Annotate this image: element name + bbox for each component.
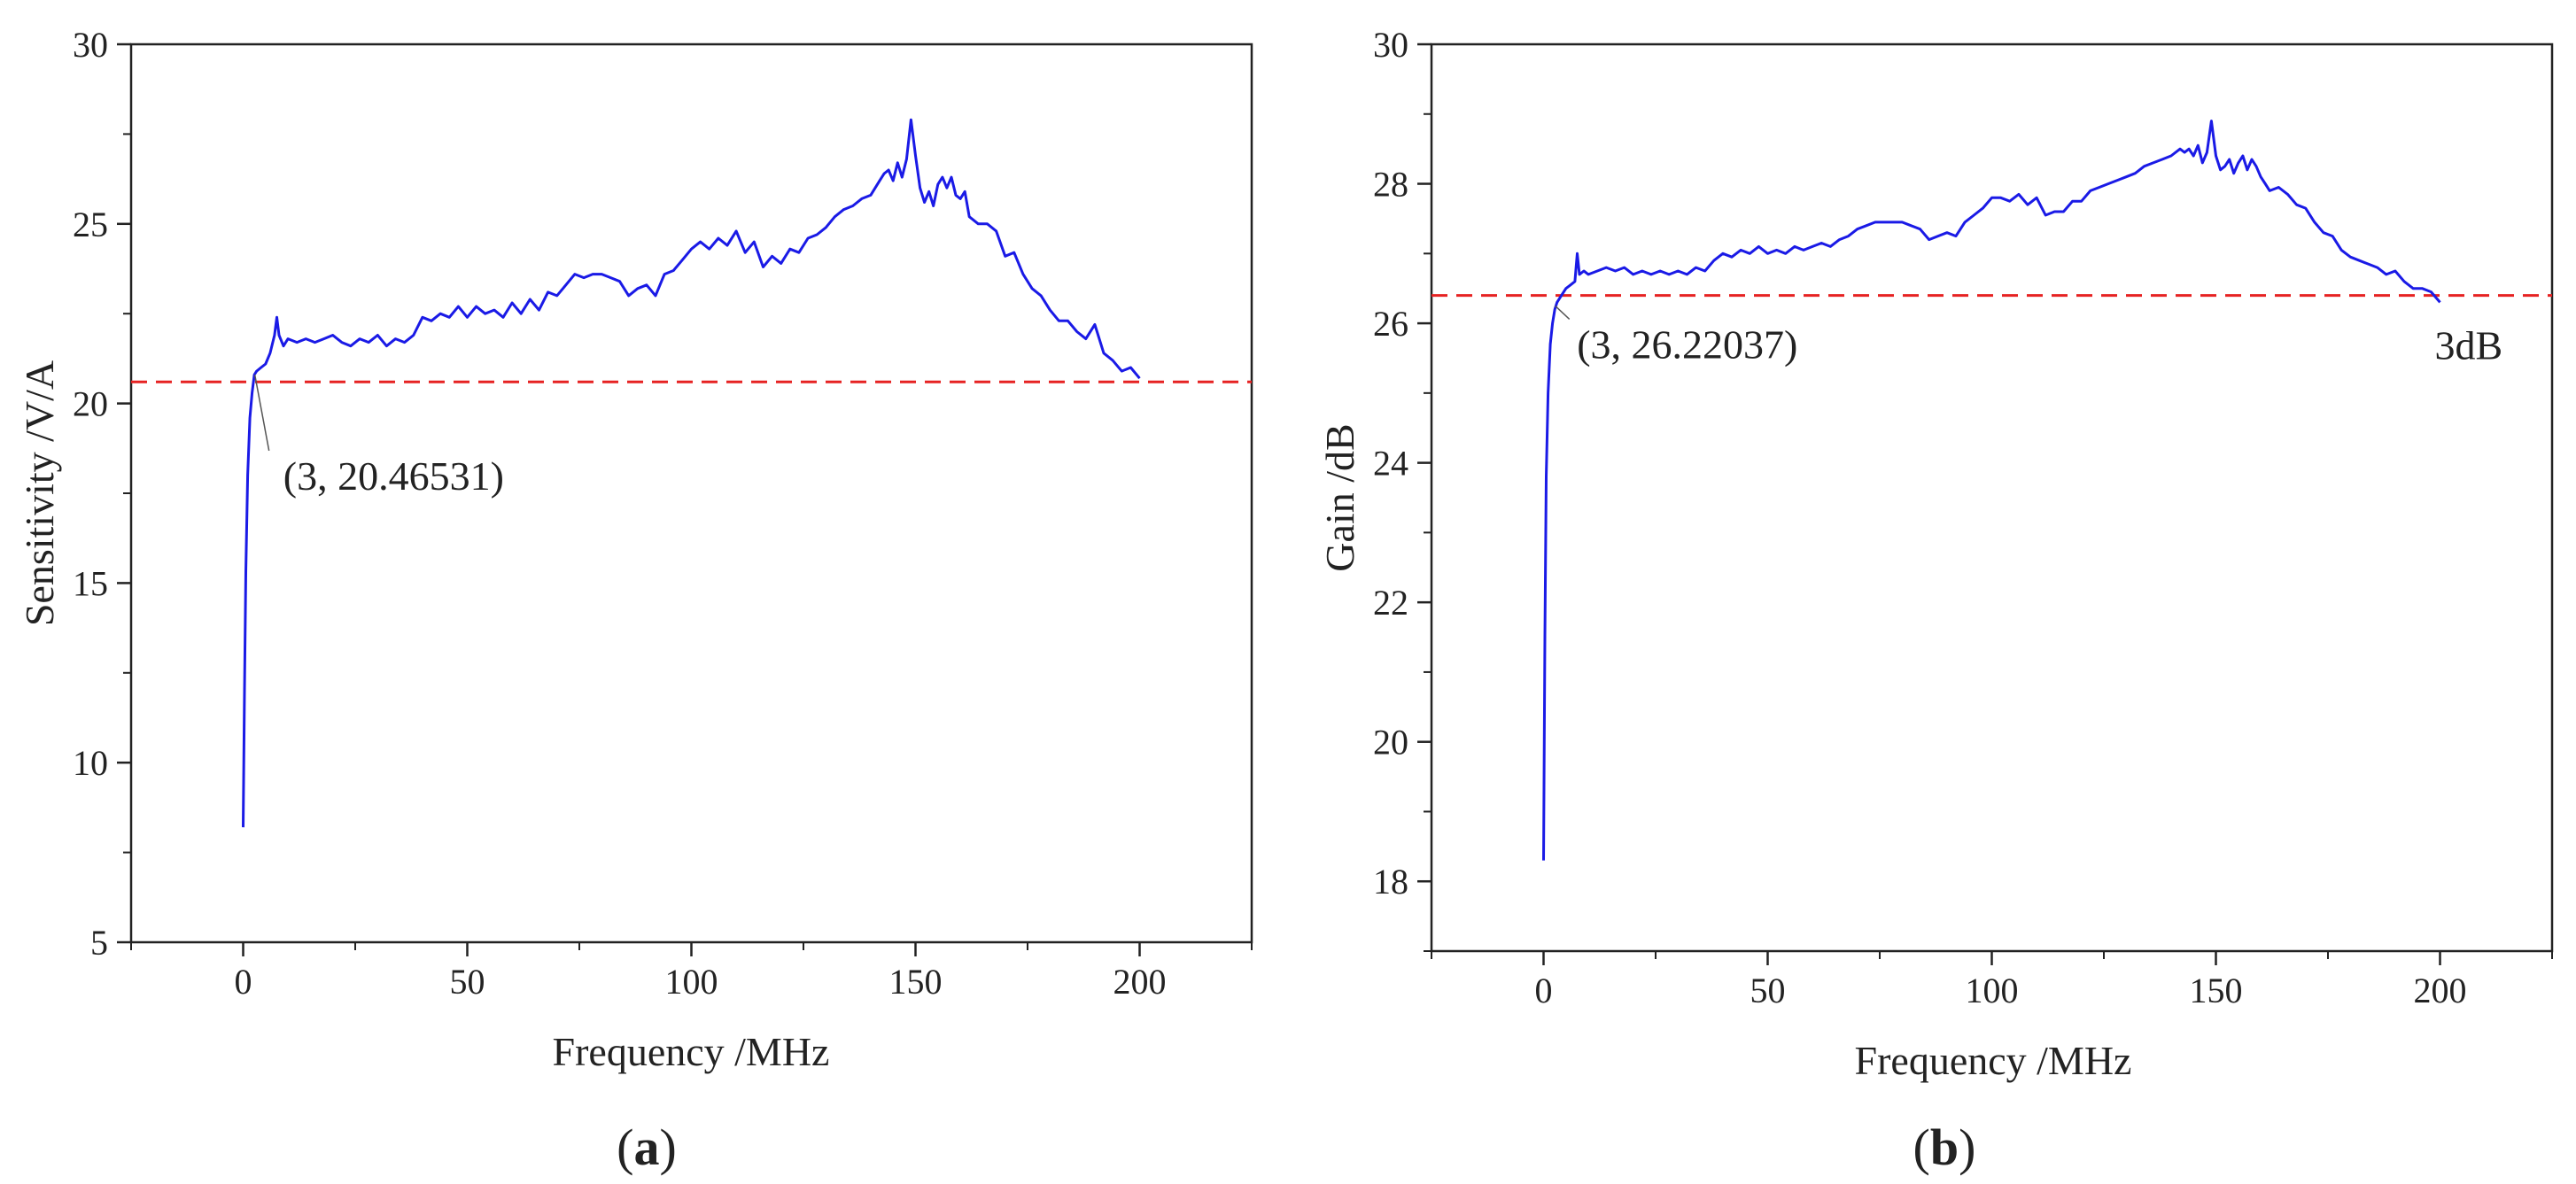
panel-b-y-tick-label-18: 18	[1373, 862, 1408, 902]
panel-a-x-tick-label-0: 0	[235, 962, 252, 1002]
panel-b-axes-frame	[1430, 43, 2554, 953]
panel-a-label-open-paren: (	[617, 1118, 633, 1176]
panel-b-label: (b)	[1913, 1118, 1976, 1176]
panel-b-y-tick-label-22: 22	[1373, 583, 1408, 623]
panel-a-y-tick-label-25: 25	[73, 205, 108, 244]
panel-b-3db-label: 3dB	[2435, 323, 2503, 368]
panel-b-annotation-text: (3, 26.22037)	[1577, 321, 1797, 367]
panel-b-x-tick-label-200: 200	[2414, 971, 2467, 1010]
panel-a-label: (a)	[617, 1118, 677, 1176]
panel-b-x-tick-label-150: 150	[2190, 971, 2243, 1010]
panel-b-y-tick-label-30: 30	[1373, 25, 1408, 65]
panel-a-label-close-paren: )	[660, 1118, 677, 1176]
panel-a-x-tick-label-200: 200	[1113, 962, 1167, 1002]
panel-a-x-axis-title: Frequency /MHz	[553, 1029, 830, 1074]
panel-a-annotation-text: (3, 20.46531)	[283, 453, 504, 499]
panel-b-annotation-leader	[1555, 305, 1571, 321]
panel-a-y-tick-label-5: 5	[90, 923, 108, 963]
panel-b-y-tick-label-24: 24	[1373, 444, 1408, 484]
panel-a-sensitivity-curve	[242, 118, 1141, 828]
panel-b-y-tick-label-28: 28	[1373, 165, 1408, 205]
panel-b-x-tick-label-100: 100	[1966, 971, 2019, 1010]
panel-b-y-tick-label-26: 26	[1373, 304, 1408, 344]
panel-b-label-letter: b	[1930, 1118, 1959, 1176]
panel-b-y-axis-title: Gain /dB	[1317, 423, 1362, 571]
panel-a-label-letter: a	[634, 1118, 660, 1176]
panel-a-y-tick-label-15: 15	[73, 563, 108, 603]
panel-a-x-tick-label-100: 100	[665, 962, 718, 1002]
panel-b-label-open-paren: (	[1913, 1118, 1930, 1176]
chart-panel-a: 0 50 100 150 200 5 10 15 20 25 30 (3, 20.46531) Fr…	[17, 25, 1253, 1176]
panel-a-y-tick-label-10: 10	[73, 743, 108, 783]
panel-b-x-axis-title: Frequency /MHz	[1855, 1038, 2132, 1083]
panel-a-y-tick-label-30: 30	[73, 25, 108, 65]
panel-a-ticks: 0 50 100 150 200 5 10 15 20 25 30	[73, 25, 1253, 1002]
panel-b-gain-curve	[1542, 120, 2441, 861]
panel-b-y-tick-label-20: 20	[1373, 723, 1408, 762]
panel-a-y-tick-label-20: 20	[73, 384, 108, 424]
panel-a-annotation-leader	[253, 374, 270, 452]
chart-panel-b: 0 50 100 150 200 18 20 22 24 26 28 30 (3, 26.22037)…	[1317, 25, 2554, 1176]
panel-b-label-close-paren: )	[1959, 1118, 1975, 1176]
panel-b-plot-frame	[1430, 43, 2554, 953]
panel-b-x-tick-label-50: 50	[1750, 971, 1786, 1010]
panel-a-x-tick-label-150: 150	[889, 962, 943, 1002]
panel-a-y-axis-title: Sensitivity /V/A	[17, 360, 62, 626]
panel-a-x-tick-label-50: 50	[450, 962, 485, 1002]
panel-b-ticks: 0 50 100 150 200 18 20 22 24 26 28 30	[1373, 25, 2553, 1010]
panel-b-x-tick-label-0: 0	[1535, 971, 1553, 1010]
